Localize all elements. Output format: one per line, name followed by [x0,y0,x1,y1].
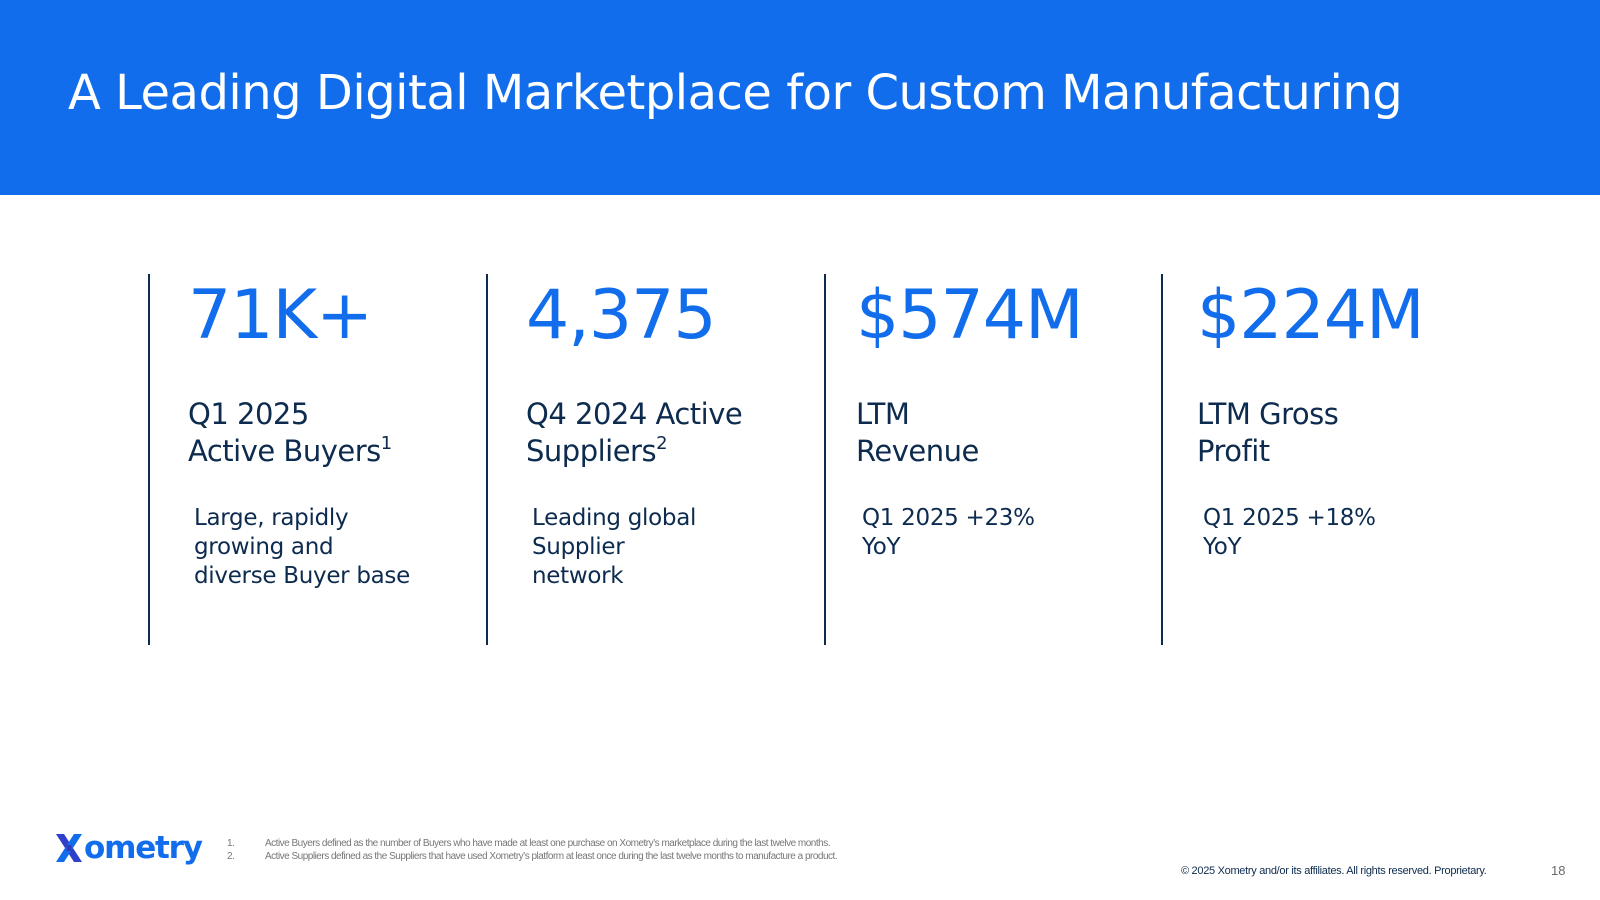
stat-label: Q4 2024 Active Suppliers2 [526,396,743,470]
stat-description-line: Q1 2025 +23% [862,505,1035,531]
footnote-ref: 2 [656,433,668,454]
stat-label-line1: Q1 2025 [188,397,309,431]
stat-description-line: Leading global [532,505,697,531]
stat-label-line2: Active Buyers [188,434,381,468]
stat-active-buyers: 71K+ Q1 2025 Active Buyers1 Large, rapid… [148,274,410,645]
stat-description-line: network [532,563,624,589]
footnotes: 1. Active Buyers defined as the number o… [227,837,838,863]
header-banner: A Leading Digital Marketplace for Custom… [0,0,1600,195]
stat-label-line1: LTM [856,397,910,431]
xometry-x-icon [54,832,84,864]
stat-description-line: YoY [1203,534,1242,560]
xometry-logo: ometry [54,828,203,868]
logo-wordmark: ometry [84,830,203,866]
stat-description-line: Q1 2025 +18% [1203,505,1376,531]
stat-description-line: diverse Buyer base [194,563,410,589]
footnote-number: 1. [227,838,235,849]
page-title: A Leading Digital Marketplace for Custom… [68,65,1403,121]
stat-ltm-revenue: $574M LTM Revenue Q1 2025 +23% YoY [824,274,1084,645]
footnote-text: Active Suppliers defined as the Supplier… [265,851,838,862]
stat-label-line2: Revenue [856,434,979,468]
stat-label-line1: LTM Gross [1197,397,1339,431]
footnote: 2. Active Suppliers defined as the Suppl… [227,850,838,863]
stat-description-line: Supplier [532,534,625,560]
stat-label-line1: Q4 2024 Active [526,397,743,431]
copyright-notice: © 2025 Xometry and/or its affiliates. Al… [1181,865,1487,877]
footnote: 1. Active Buyers defined as the number o… [227,837,837,850]
footnote-text: Active Buyers defined as the number of B… [265,838,831,849]
footnote-number: 2. [227,851,235,862]
page-number: 18 [1551,863,1566,878]
stat-ltm-gross-profit: $224M LTM Gross Profit Q1 2025 +18% YoY [1161,274,1425,645]
stat-description: Q1 2025 +23% YoY [862,504,1035,562]
stat-description: Large, rapidly growing and diverse Buyer… [194,504,410,591]
stat-value: 71K+ [188,276,373,355]
stat-description: Q1 2025 +18% YoY [1203,504,1376,562]
stat-label-line2: Suppliers [526,434,657,468]
stat-active-suppliers: 4,375 Q4 2024 Active Suppliers2 Leading … [486,274,743,645]
stat-label: LTM Gross Profit [1197,396,1339,470]
stat-description-line: growing and [194,534,334,560]
stat-value: $224M [1197,276,1425,355]
stat-description: Leading global Supplier network [532,504,696,591]
stat-label-line2: Profit [1197,434,1270,468]
footnote-ref: 1 [380,433,392,454]
stat-description-line: YoY [862,534,901,560]
stat-description-line: Large, rapidly [194,505,349,531]
stat-label: Q1 2025 Active Buyers1 [188,396,392,470]
stat-value: $574M [856,276,1084,355]
stat-label: LTM Revenue [856,396,979,470]
stat-value: 4,375 [526,276,717,355]
